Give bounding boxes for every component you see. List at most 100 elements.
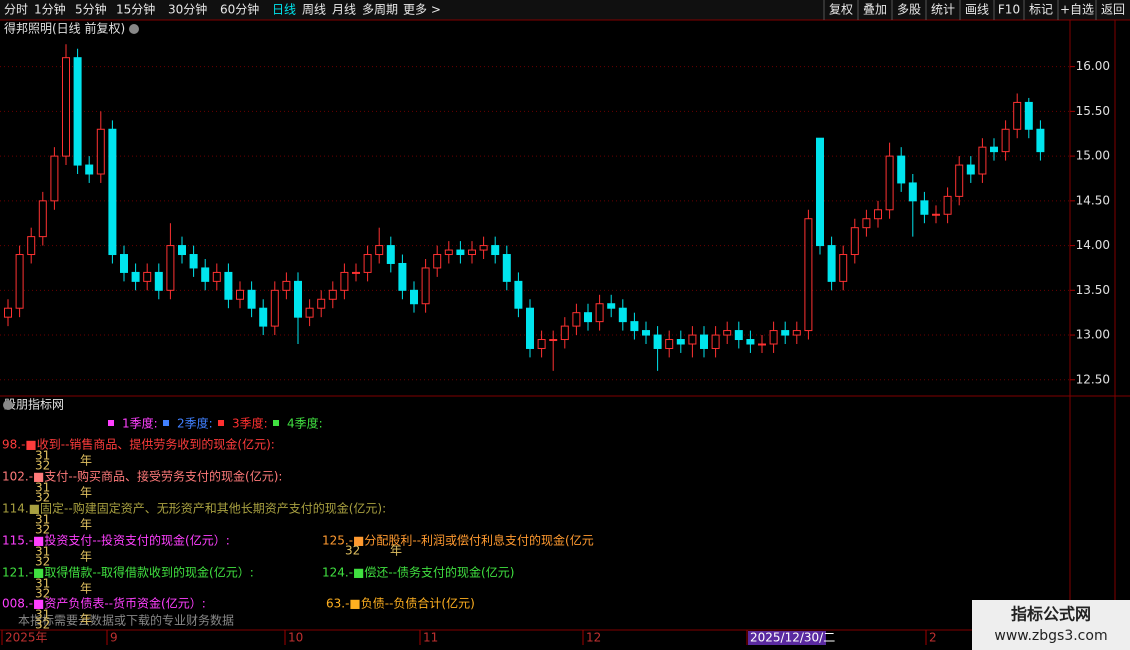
- indicator-line: 102.-■支付--购买商品、接受劳务支付的现金(亿元):: [2, 469, 282, 484]
- date-label: 2025年: [5, 631, 48, 645]
- candle-body: [630, 321, 639, 332]
- candle-body: [792, 330, 801, 336]
- toolbar: [0, 0, 1130, 20]
- candle-body: [688, 334, 697, 345]
- period-tab[interactable]: 日线: [272, 3, 296, 17]
- y-tick-label: 12.50: [1076, 372, 1110, 386]
- dropdown-icon[interactable]: [3, 400, 13, 410]
- year-label: 年: [80, 486, 92, 500]
- toolbar-button[interactable]: 标记: [1029, 3, 1053, 17]
- day-label: 32: [35, 587, 50, 601]
- candle-body: [375, 245, 384, 256]
- toolbar-button[interactable]: +自选: [1060, 3, 1094, 17]
- date-label: 2025/12/30/二: [750, 631, 835, 645]
- candle-body: [38, 200, 47, 238]
- legend-label: 2季度:: [177, 416, 213, 431]
- candle-body: [85, 164, 94, 175]
- candle-body: [479, 245, 488, 251]
- legend-label: 1季度:: [122, 416, 158, 431]
- day-label: 32: [35, 459, 50, 473]
- candle-body: [73, 57, 82, 166]
- panel-title: 股朋指标网: [4, 397, 64, 412]
- year-label: 年: [80, 582, 92, 596]
- period-tab[interactable]: 周线: [302, 3, 326, 17]
- chart-title: 得邦照明(日线 前复权): [4, 21, 125, 36]
- candle-body: [328, 289, 337, 300]
- candle-body: [537, 339, 546, 349]
- toolbar-button[interactable]: 多股: [897, 3, 921, 17]
- candle-body: [189, 254, 198, 269]
- period-tab[interactable]: 1分钟: [34, 2, 66, 17]
- candle-body: [897, 155, 906, 184]
- candle-body: [27, 236, 36, 256]
- y-tick-label: 13.50: [1076, 283, 1110, 297]
- candle-body: [410, 289, 418, 305]
- candle-body: [549, 339, 558, 342]
- legend-swatch: [163, 420, 169, 426]
- period-tab[interactable]: 月线: [332, 3, 356, 17]
- candle-body: [932, 213, 940, 216]
- toolbar-button[interactable]: 叠加: [863, 3, 887, 17]
- indicator-line: 114.■固定--购建固定资产、无形资产和其他长期资产支付的现金(亿元):: [2, 501, 386, 516]
- candle-body: [108, 128, 117, 256]
- toolbar-button[interactable]: F10: [998, 3, 1020, 17]
- day-label: 31: [35, 608, 50, 622]
- year-label: 年: [80, 454, 92, 468]
- year-label: 年: [80, 613, 92, 627]
- candle-body: [850, 227, 859, 256]
- candle-body: [224, 271, 233, 300]
- toolbar-button[interactable]: 返回: [1101, 3, 1125, 17]
- candle-body: [398, 262, 407, 291]
- indicator-line: 125.-■分配股利--利润或偿付利息支付的现金(亿元: [322, 533, 594, 548]
- candle-body: [1036, 128, 1045, 153]
- candle-body: [468, 249, 476, 256]
- watermark-url: www.zbgs3.com: [994, 628, 1107, 644]
- candle-body: [560, 325, 569, 341]
- candle-body: [143, 271, 152, 282]
- candle-body: [421, 267, 430, 305]
- dropdown-icon[interactable]: [129, 24, 139, 34]
- candle-body: [317, 298, 326, 309]
- candle-body: [943, 195, 952, 215]
- day-label: 32: [35, 491, 50, 505]
- indicator-line: 63.-■负债--负债合计(亿元): [326, 596, 475, 611]
- day-label: 31: [35, 545, 50, 559]
- candle-body: [352, 271, 360, 274]
- candle-body: [433, 254, 442, 269]
- toolbar-button[interactable]: 复权: [829, 3, 853, 17]
- period-tab[interactable]: 60分钟: [220, 2, 259, 17]
- y-tick-label: 14.00: [1076, 238, 1110, 252]
- candle-body: [700, 334, 708, 349]
- period-tab[interactable]: 更多 >: [403, 3, 441, 17]
- candle-body: [885, 155, 894, 211]
- period-tab[interactable]: 分时: [4, 3, 28, 17]
- toolbar-button[interactable]: 画线: [965, 3, 989, 17]
- candle-body: [502, 254, 511, 282]
- year-label: 年: [80, 518, 92, 532]
- note: 本指标需要云数据或下载的专业财务数据: [18, 613, 234, 628]
- period-tab[interactable]: 5分钟: [75, 2, 107, 17]
- day-label: 32: [35, 523, 50, 537]
- candle-body: [955, 164, 964, 197]
- watermark-box: [972, 600, 1130, 650]
- y-tick-label: 14.50: [1076, 193, 1110, 207]
- watermark-title: 指标公式网: [1011, 605, 1091, 624]
- date-label: 12: [586, 631, 601, 645]
- candle-body: [874, 209, 882, 220]
- period-tab[interactable]: 30分钟: [168, 2, 207, 17]
- legend-label: 4季度:: [287, 416, 323, 431]
- candle-body: [653, 334, 662, 349]
- candle-body: [178, 245, 186, 256]
- date-label: 10: [288, 631, 303, 645]
- candle-body: [572, 312, 581, 327]
- candle-body: [212, 271, 221, 282]
- legend-swatch: [273, 420, 279, 426]
- toolbar-button[interactable]: 统计: [931, 3, 955, 17]
- period-tab[interactable]: 15分钟: [116, 2, 155, 17]
- date-label: 11: [423, 631, 438, 645]
- candle-body: [363, 254, 372, 273]
- legend-label: 3季度:: [232, 416, 268, 431]
- period-tab[interactable]: 多周期: [362, 3, 398, 17]
- indicator-line: 98.-■收到--销售商品、提供劳务收到的现金(亿元):: [2, 437, 275, 452]
